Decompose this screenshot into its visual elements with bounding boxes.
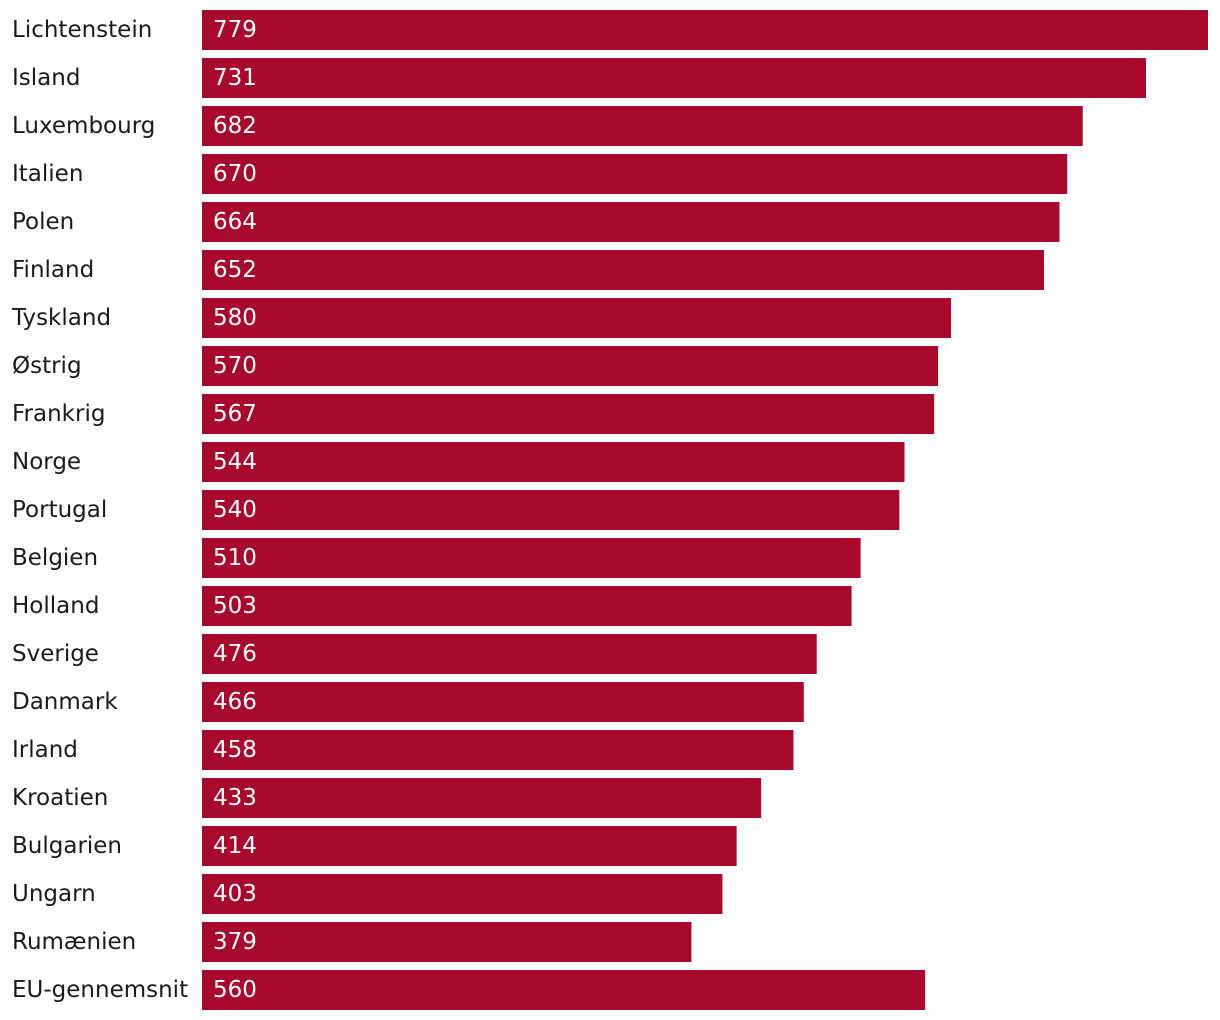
bar-row: Frankrig 567 [12, 394, 935, 434]
bar [202, 394, 935, 434]
bar [202, 346, 939, 386]
bar-row: EU-gennemsnit 560 [12, 970, 926, 1010]
bar-row: Island 731 [12, 58, 1147, 98]
value-label: 567 [213, 401, 257, 427]
value-label: 664 [213, 209, 257, 235]
category-label: Bulgarien [12, 833, 122, 859]
category-label: Polen [12, 209, 74, 235]
value-label: 544 [213, 449, 257, 475]
value-label: 433 [213, 785, 257, 811]
value-label: 379 [213, 929, 257, 955]
value-label: 779 [213, 17, 257, 43]
value-label: 466 [213, 689, 257, 715]
bar [202, 826, 737, 866]
bar-row: Luxembourg 682 [12, 106, 1083, 146]
bar [202, 778, 762, 818]
category-label: Frankrig [12, 401, 105, 427]
category-label: Luxembourg [12, 113, 155, 139]
value-label: 560 [213, 977, 257, 1003]
bar-row: Irland 458 [12, 730, 794, 770]
value-label: 414 [213, 833, 257, 859]
bar-row: Bulgarien 414 [12, 826, 737, 866]
category-label: Italien [12, 161, 83, 187]
bar-row: Rumænien 379 [12, 922, 692, 962]
bar [202, 250, 1044, 290]
bar [202, 730, 794, 770]
bar [202, 154, 1068, 194]
value-label: 510 [213, 545, 257, 571]
category-label: Island [12, 65, 80, 91]
bar-row: Kroatien 433 [12, 778, 762, 818]
value-label: 652 [213, 257, 257, 283]
bar-row: Polen 664 [12, 202, 1060, 242]
bar [202, 298, 952, 338]
bar [202, 682, 804, 722]
value-label: 458 [213, 737, 257, 763]
category-label: EU-gennemsnit [12, 977, 188, 1003]
value-label: 403 [213, 881, 257, 907]
bar [202, 922, 692, 962]
bar [202, 586, 852, 626]
category-label: Ungarn [12, 881, 96, 907]
bar-row: Portugal 540 [12, 490, 900, 530]
bar-row: Ungarn 403 [12, 874, 723, 914]
value-label: 670 [213, 161, 257, 187]
category-label: Østrig [12, 353, 82, 379]
category-label: Sverige [12, 641, 99, 667]
value-label: 731 [213, 65, 257, 91]
bar [202, 58, 1147, 98]
category-label: Danmark [12, 689, 118, 715]
category-label: Portugal [12, 497, 107, 523]
category-label: Rumænien [12, 929, 136, 955]
bar [202, 106, 1083, 146]
bar-row: Holland 503 [12, 586, 852, 626]
bar [202, 970, 926, 1010]
bar-row: Italien 670 [12, 154, 1068, 194]
category-label: Finland [12, 257, 94, 283]
bar [202, 874, 723, 914]
value-label: 570 [213, 353, 257, 379]
value-label: 503 [213, 593, 257, 619]
bar-row: Sverige 476 [12, 634, 817, 674]
category-label: Belgien [12, 545, 98, 571]
bar [202, 442, 905, 482]
bar-row: Finland 652 [12, 250, 1044, 290]
bar [202, 10, 1208, 50]
category-label: Holland [12, 593, 99, 619]
category-label: Tyskland [11, 305, 111, 331]
value-label: 476 [213, 641, 257, 667]
value-label: 540 [213, 497, 257, 523]
category-label: Kroatien [12, 785, 108, 811]
bar [202, 538, 861, 578]
category-label: Lichtenstein [12, 17, 152, 43]
bar-row: Belgien 510 [12, 538, 861, 578]
category-label: Norge [12, 449, 81, 475]
bar-row: Norge 544 [12, 442, 905, 482]
bar-row: Tyskland 580 [11, 298, 952, 338]
bar-row: Danmark 466 [12, 682, 804, 722]
bar [202, 490, 900, 530]
value-label: 682 [213, 113, 257, 139]
bar-row: Østrig 570 [12, 346, 939, 386]
bar-row: Lichtenstein 779 [12, 10, 1208, 50]
bar [202, 202, 1060, 242]
value-label: 580 [213, 305, 257, 331]
bar [202, 634, 817, 674]
category-label: Irland [12, 737, 78, 763]
